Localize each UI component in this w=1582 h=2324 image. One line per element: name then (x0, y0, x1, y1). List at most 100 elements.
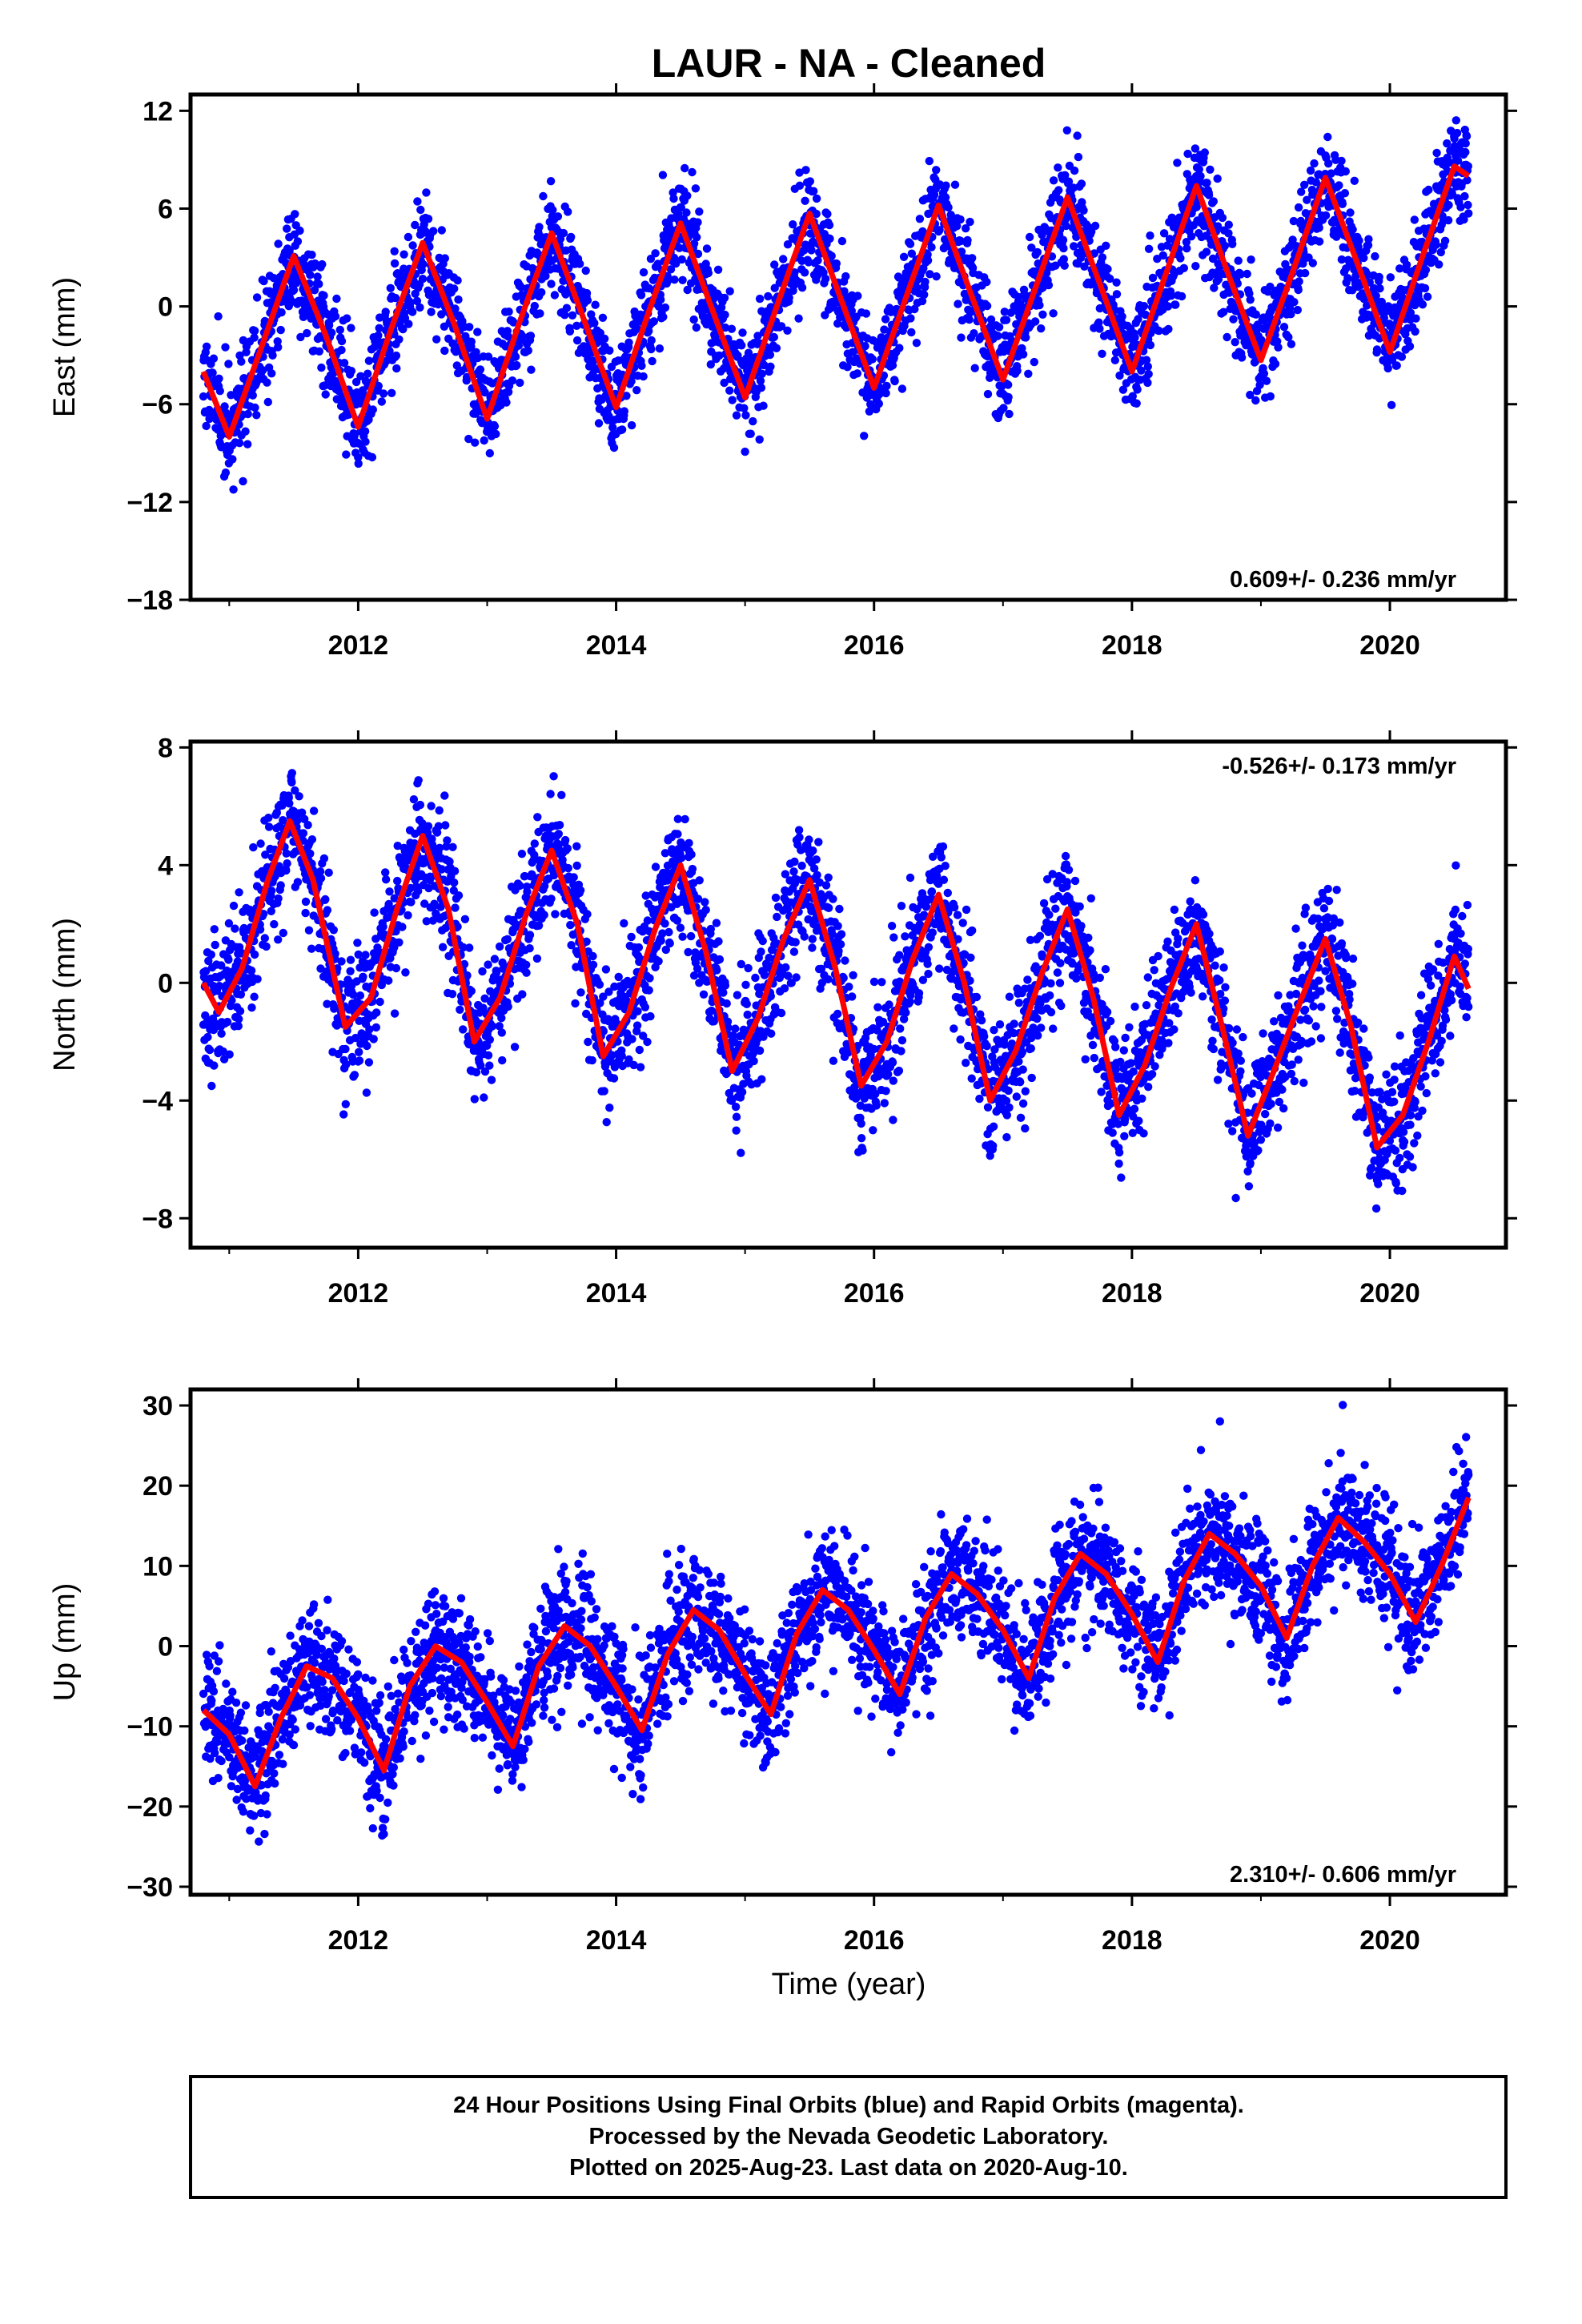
east-data-point (576, 259, 584, 268)
east-data-point (1058, 235, 1068, 244)
east-data-point (732, 411, 741, 420)
east-data-point (670, 275, 679, 284)
east-data-point (715, 351, 724, 360)
east-data-point (1013, 366, 1022, 376)
east-data-point (1247, 255, 1255, 264)
north-y-tick-label: 8 (158, 733, 173, 763)
east-data-point (337, 336, 347, 346)
north-data-point (737, 959, 745, 969)
east-data-point (632, 386, 641, 395)
east-data-point (1137, 366, 1146, 375)
north-data-point (428, 916, 437, 925)
north-data-point (283, 859, 291, 868)
east-data-point (759, 401, 768, 410)
east-data-point (744, 348, 753, 357)
north-data-point (279, 815, 287, 825)
east-data-point (1387, 400, 1396, 409)
east-data-point (1375, 272, 1383, 282)
north-data-point (643, 916, 652, 925)
north-data-point (699, 990, 709, 999)
east-data-point (950, 180, 960, 189)
east-data-point (1411, 314, 1420, 323)
east-data-point (199, 392, 208, 401)
north-data-point (639, 1031, 648, 1040)
east-data-point (413, 197, 422, 206)
east-data-point (227, 391, 235, 400)
east-data-point (229, 485, 238, 494)
east-data-point (823, 210, 832, 219)
east-data-point (833, 319, 842, 328)
east-data-point (669, 194, 678, 203)
north-data-point (665, 927, 673, 937)
east-data-point (983, 389, 993, 399)
east-data-point (749, 416, 757, 426)
north-data-point (576, 988, 585, 997)
east-data-point (963, 235, 972, 245)
east-data-point (1405, 342, 1415, 351)
east-data-point (343, 314, 351, 323)
east-data-point (416, 205, 425, 215)
east-data-point (317, 363, 326, 372)
east-data-point (853, 369, 862, 378)
east-data-point (1018, 350, 1028, 359)
north-data-point (685, 838, 693, 848)
east-data-point (1196, 171, 1205, 181)
east-data-point (527, 365, 536, 374)
east-data-point (1044, 280, 1054, 290)
north-data-point (203, 1032, 212, 1042)
north-data-point (414, 776, 423, 785)
north-data-point (722, 999, 731, 1008)
east-data-point (437, 310, 446, 319)
east-data-point (541, 271, 550, 280)
east-data-point (1228, 239, 1237, 248)
east-data-point (658, 171, 668, 179)
east-data-point (318, 259, 327, 269)
east-data-point (1073, 131, 1082, 140)
east-data-point (790, 268, 799, 277)
north-data-point (661, 919, 669, 928)
north-data-point (656, 936, 665, 945)
east-y-tick-label: 0 (158, 292, 173, 323)
east-data-point (518, 332, 527, 340)
east-data-point (1148, 273, 1158, 283)
east-data-point (1293, 305, 1303, 315)
east-data-point (1274, 343, 1283, 352)
east-data-point (737, 341, 746, 350)
north-data-point (534, 921, 544, 931)
east-data-point (1186, 232, 1196, 241)
east-data-point (434, 300, 443, 309)
east-data-point (450, 284, 459, 293)
east-data-point (728, 396, 737, 404)
east-data-point (490, 422, 500, 431)
east-data-point (741, 411, 750, 420)
north-data-point (485, 1061, 494, 1070)
north-data-point (293, 816, 302, 825)
east-data-point (1287, 310, 1295, 319)
east-data-point (363, 369, 372, 378)
east-data-point (1064, 177, 1074, 186)
north-data-point (407, 898, 416, 907)
east-data-point (659, 312, 668, 321)
north-data-point (282, 849, 291, 858)
north-data-point (478, 967, 487, 976)
north-data-point (564, 863, 572, 873)
north-data-point (463, 971, 472, 980)
north-data-point (435, 806, 444, 815)
east-data-point (310, 286, 319, 295)
north-data-point (297, 808, 307, 817)
east-data-point (209, 354, 219, 363)
north-data-point (253, 975, 262, 983)
east-data-point (467, 337, 476, 346)
north-data-point (595, 980, 604, 989)
east-data-point (966, 217, 974, 227)
north-data-point (678, 932, 687, 941)
north-data-point (454, 891, 464, 900)
east-data-point (451, 304, 460, 313)
east-data-point (741, 447, 749, 456)
east-data-point (315, 347, 323, 356)
east-data-point (1444, 200, 1453, 210)
north-data-point (624, 1055, 633, 1064)
north-data-point (385, 887, 394, 896)
north-data-point (424, 822, 433, 830)
east-data-point (1294, 285, 1303, 295)
